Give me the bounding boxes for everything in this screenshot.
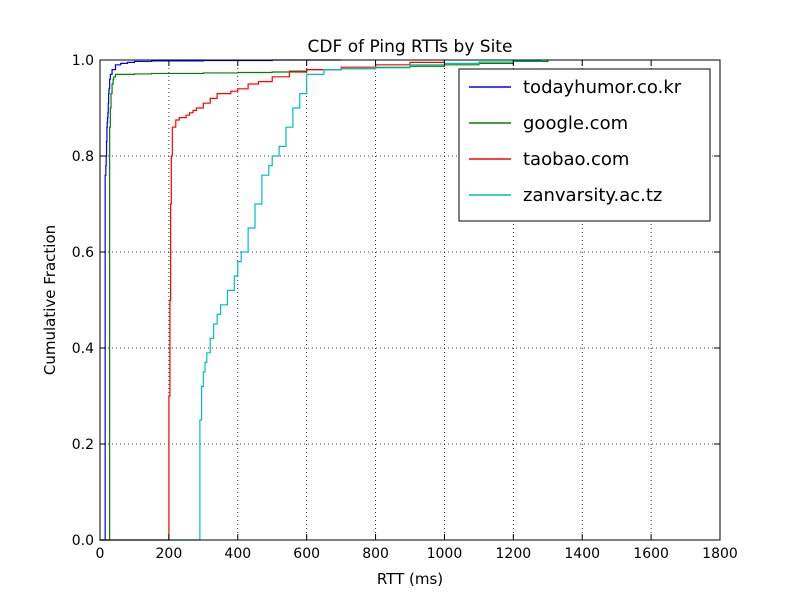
chart-title: CDF of Ping RTTs by Site (308, 37, 513, 57)
plot-frame (99, 59, 721, 541)
series-line-3 (100, 60, 446, 541)
x-tick-label: 600 (293, 546, 320, 562)
y-tick-label: 0.4 (72, 341, 94, 357)
y-tick-label: 0.2 (72, 437, 94, 453)
y-tick-label: 1.0 (72, 53, 94, 69)
legend: todayhumor.co.kr google.com taobao.com zanv… (458, 68, 711, 222)
legend-label-2: google.com (523, 113, 628, 134)
legend-label-4: zanvarsity.ac.tz (523, 185, 662, 206)
legend-label-3: taobao.com (523, 149, 629, 170)
series-line-2 (100, 60, 549, 541)
tick-layer: 0 200 400 600 800 1000 1200 1400 1600 1800 0.0 0.2 0… (72, 53, 738, 562)
y-axis-title: Cumulative Fraction (41, 225, 59, 375)
y-tick-label: 0.8 (72, 149, 94, 165)
x-tick-label: 1800 (702, 546, 738, 562)
y-tick-label: 0.6 (72, 245, 94, 261)
series-line-1 (100, 59, 342, 541)
series-layer (100, 59, 549, 541)
y-tick-label: 0.0 (72, 533, 94, 549)
x-tick-label: 400 (224, 546, 251, 562)
x-tick-label: 0 (96, 546, 105, 562)
x-tick-label: 1600 (633, 546, 669, 562)
series-line-4 (100, 60, 542, 541)
legend-label-1: todayhumor.co.kr (523, 77, 682, 98)
x-tick-label: 200 (156, 546, 183, 562)
x-tick-label: 1200 (496, 546, 532, 562)
x-tick-label: 1400 (564, 546, 600, 562)
x-tick-label: 800 (362, 546, 389, 562)
x-tick-label: 1000 (427, 546, 463, 562)
x-axis-title: RTT (ms) (377, 570, 443, 588)
